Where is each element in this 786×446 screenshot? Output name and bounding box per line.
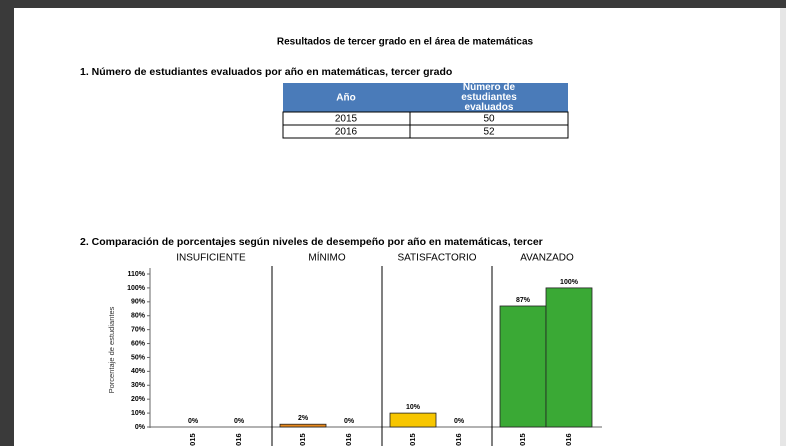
- y-tick-label: 60%: [131, 340, 146, 347]
- value-label: 0%: [344, 418, 355, 425]
- doc-title: Resultados de tercer grado en el área de…: [277, 37, 534, 48]
- bar: [279, 423, 327, 428]
- y-tick-label: 30%: [131, 382, 146, 389]
- table-header-bg: [283, 83, 568, 112]
- panel-header: AVANZADO: [520, 253, 574, 264]
- value-label: 100%: [560, 279, 579, 286]
- x-tick-label: 2015: [188, 433, 197, 446]
- top-bar: [0, 0, 786, 8]
- value-label: 10%: [406, 404, 421, 411]
- document-page: [14, 8, 780, 446]
- x-tick-label: 2015: [408, 433, 417, 446]
- value-label: 87%: [516, 297, 531, 304]
- x-tick-label: 2016: [344, 433, 353, 446]
- y-tick-label: 110%: [127, 271, 145, 278]
- value-label: 0%: [234, 418, 245, 425]
- panel-header: MÍNIMO: [308, 251, 345, 264]
- x-tick-label: 2015: [518, 433, 527, 446]
- value-label: 0%: [454, 418, 465, 425]
- y-tick-label: 50%: [131, 354, 146, 361]
- value-label: 2%: [298, 415, 309, 422]
- table-cell: 52: [483, 127, 495, 138]
- section-heading: 1. Número de estudiantes evaluados por a…: [80, 66, 452, 78]
- panel-header: SATISFACTORIO: [397, 253, 476, 264]
- table-header-cell: Número de estudiantes evaluados: [461, 83, 517, 112]
- y-tick-label: 40%: [131, 368, 146, 375]
- y-tick-label: 0%: [135, 424, 146, 431]
- table-cell: 2015: [335, 114, 358, 125]
- value-label: 0%: [188, 418, 199, 425]
- table-header: Número de estudiantes evaluados: [461, 83, 517, 112]
- table-header: Año: [336, 93, 355, 104]
- y-tick-label: 80%: [131, 313, 146, 320]
- x-tick-label: 2015: [298, 433, 307, 446]
- bar: [499, 305, 547, 428]
- y-axis-label: Porcentaje de estudiantes: [107, 306, 116, 393]
- y-tick-label: 70%: [131, 326, 146, 333]
- table-cell: 50: [483, 114, 495, 125]
- bar: [545, 287, 593, 428]
- x-tick-label: 2016: [564, 433, 573, 446]
- y-tick-label: 90%: [131, 299, 146, 306]
- left-bar: [0, 0, 14, 446]
- x-tick-label: 2016: [234, 433, 243, 446]
- y-tick-label: 100%: [127, 285, 146, 292]
- y-tick-label: 10%: [131, 410, 146, 417]
- y-tick-label: 20%: [131, 396, 146, 403]
- panel-header: INSUFICIENTE: [176, 253, 246, 264]
- x-tick-label: 2016: [454, 433, 463, 446]
- section-heading: 2. Comparación de porcentajes según nive…: [80, 236, 543, 248]
- bar: [389, 412, 437, 428]
- table-cell: 2016: [335, 127, 358, 138]
